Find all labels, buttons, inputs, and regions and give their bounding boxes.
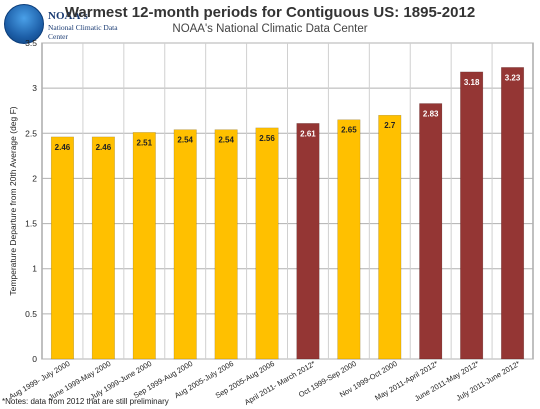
bar bbox=[337, 119, 361, 360]
bar bbox=[296, 123, 320, 360]
bar-value-label: 3.18 bbox=[464, 78, 480, 87]
bar-value-label: 2.7 bbox=[384, 121, 396, 130]
noaa-logo: NOAA's National Climatic Data Center bbox=[4, 4, 124, 44]
bar bbox=[214, 129, 238, 360]
bar bbox=[132, 132, 156, 360]
bar bbox=[255, 127, 279, 360]
bar-value-label: 2.83 bbox=[423, 109, 439, 118]
y-tick-label: 2.5 bbox=[25, 128, 37, 138]
y-tick-label: 0 bbox=[32, 354, 37, 364]
y-axis-title: Temperature Departure from 20th Average … bbox=[8, 106, 18, 295]
logo-org: National Climatic Data Center bbox=[48, 23, 118, 41]
bar-value-label: 2.51 bbox=[137, 138, 153, 147]
bar-value-label: 2.54 bbox=[177, 136, 193, 145]
bar-value-label: 2.56 bbox=[259, 134, 275, 143]
y-tick-label: 0.5 bbox=[25, 309, 37, 319]
y-tick-label: 3.5 bbox=[25, 38, 37, 48]
noaa-emblem-icon bbox=[4, 4, 44, 44]
logo-text: NOAA's National Climatic Data Center bbox=[48, 10, 124, 41]
chart-title: Warmest 12-month periods for Contiguous … bbox=[64, 4, 476, 21]
bar-value-label: 2.46 bbox=[55, 143, 71, 152]
bar bbox=[501, 67, 525, 360]
bar-value-label: 2.61 bbox=[300, 129, 316, 138]
bar-value-label: 2.65 bbox=[341, 126, 357, 135]
logo-name: NOAA's bbox=[48, 10, 88, 22]
bar bbox=[419, 103, 443, 360]
bar bbox=[91, 136, 115, 360]
y-tick-label: 1 bbox=[32, 264, 37, 274]
y-tick-label: 3 bbox=[32, 83, 37, 93]
x-tick-label: April 2011- March 2012* bbox=[243, 359, 317, 407]
bar-value-label: 3.23 bbox=[505, 73, 521, 82]
bar-value-label: 2.46 bbox=[96, 143, 112, 152]
bar bbox=[460, 71, 484, 360]
chart-subtitle: NOAA's National Climatic Data Center bbox=[172, 23, 368, 35]
y-tick-label: 1.5 bbox=[25, 219, 37, 229]
chart-footnote: *Notes: data from 2012 that are still pr… bbox=[2, 397, 169, 406]
y-tick-label: 2 bbox=[32, 173, 37, 183]
bar bbox=[50, 136, 74, 360]
bar-value-label: 2.54 bbox=[218, 136, 234, 145]
bar bbox=[173, 129, 197, 360]
bar bbox=[378, 114, 402, 360]
